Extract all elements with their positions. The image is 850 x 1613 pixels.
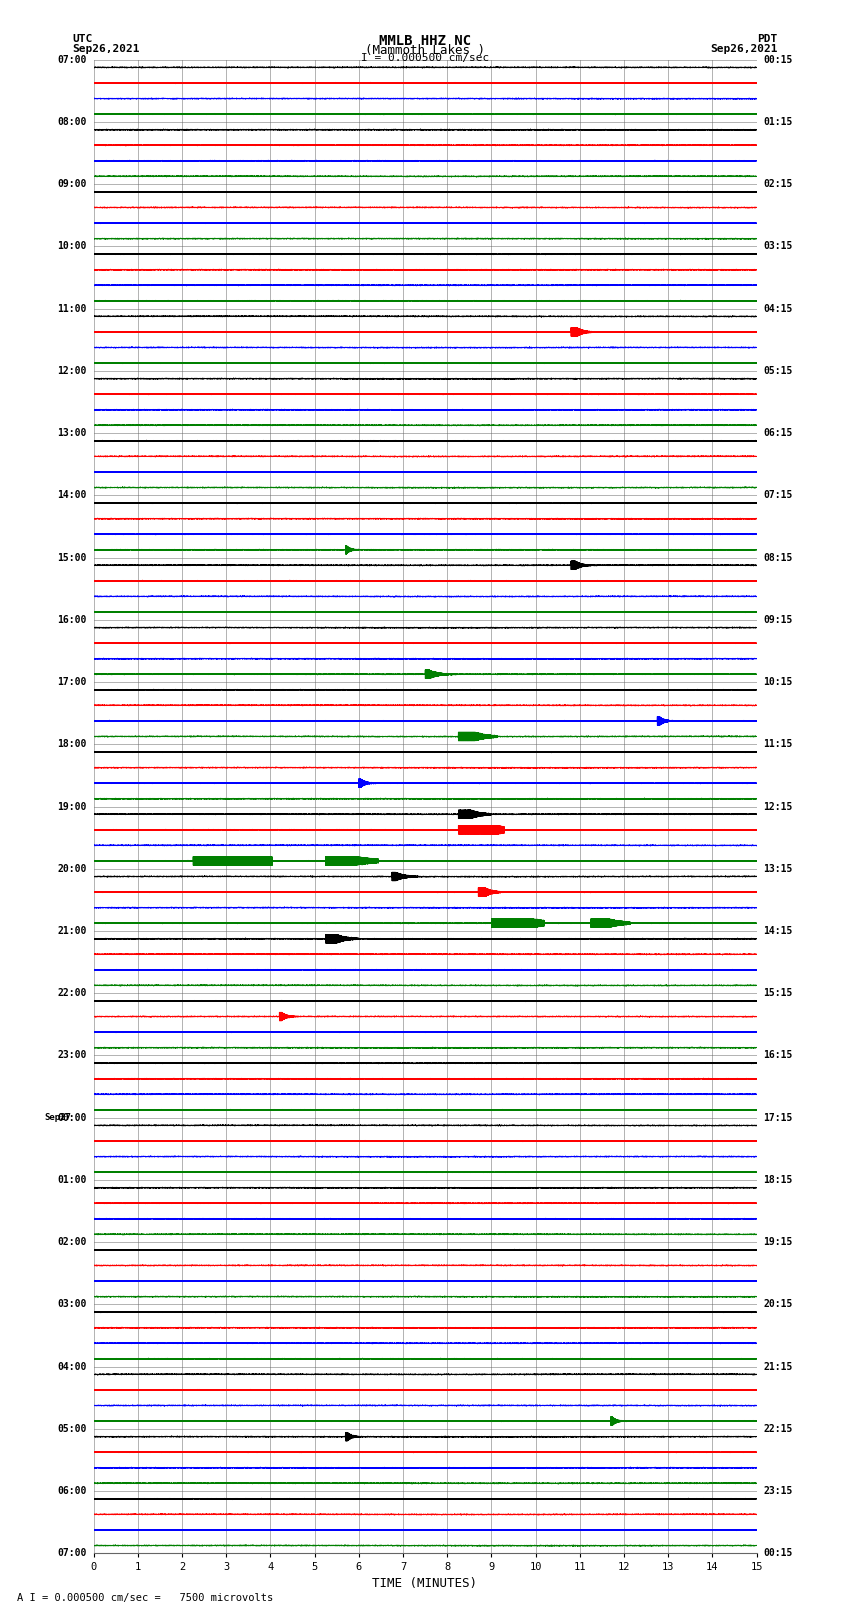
Text: I = 0.000500 cm/sec: I = 0.000500 cm/sec <box>361 53 489 63</box>
Text: 01:15: 01:15 <box>763 116 792 127</box>
Text: 06:00: 06:00 <box>58 1486 87 1497</box>
Text: 07:00: 07:00 <box>58 55 87 65</box>
Text: 16:00: 16:00 <box>58 615 87 624</box>
Text: 18:00: 18:00 <box>58 739 87 750</box>
Text: 02:15: 02:15 <box>763 179 792 189</box>
Text: 19:15: 19:15 <box>763 1237 792 1247</box>
Text: 13:15: 13:15 <box>763 863 792 874</box>
Text: 07:15: 07:15 <box>763 490 792 500</box>
Text: 22:15: 22:15 <box>763 1424 792 1434</box>
Text: 11:00: 11:00 <box>58 303 87 313</box>
Text: 00:15: 00:15 <box>763 55 792 65</box>
Text: 02:00: 02:00 <box>58 1237 87 1247</box>
Text: 13:00: 13:00 <box>58 427 87 439</box>
Text: 20:00: 20:00 <box>58 863 87 874</box>
Text: 12:15: 12:15 <box>763 802 792 811</box>
Text: 17:15: 17:15 <box>763 1113 792 1123</box>
Text: 23:15: 23:15 <box>763 1486 792 1497</box>
Text: 17:00: 17:00 <box>58 677 87 687</box>
Text: Sep26,2021: Sep26,2021 <box>72 44 139 53</box>
Text: 19:00: 19:00 <box>58 802 87 811</box>
Text: 14:00: 14:00 <box>58 490 87 500</box>
Text: 00:00: 00:00 <box>58 1113 87 1123</box>
Text: 07:00: 07:00 <box>58 1548 87 1558</box>
Text: 04:00: 04:00 <box>58 1361 87 1371</box>
Text: 09:00: 09:00 <box>58 179 87 189</box>
Text: UTC: UTC <box>72 34 93 44</box>
Text: Sep27: Sep27 <box>44 1113 71 1123</box>
Text: Sep26,2021: Sep26,2021 <box>711 44 778 53</box>
Text: 15:15: 15:15 <box>763 989 792 998</box>
Text: 21:15: 21:15 <box>763 1361 792 1371</box>
Text: MMLB HHZ NC: MMLB HHZ NC <box>379 34 471 48</box>
Text: 04:15: 04:15 <box>763 303 792 313</box>
Text: 22:00: 22:00 <box>58 989 87 998</box>
Text: 00:15: 00:15 <box>763 1548 792 1558</box>
Text: 05:15: 05:15 <box>763 366 792 376</box>
Text: 18:15: 18:15 <box>763 1174 792 1186</box>
Text: 11:15: 11:15 <box>763 739 792 750</box>
Text: 10:00: 10:00 <box>58 242 87 252</box>
Text: 23:00: 23:00 <box>58 1050 87 1060</box>
Text: 15:00: 15:00 <box>58 553 87 563</box>
Text: 03:15: 03:15 <box>763 242 792 252</box>
Text: 08:15: 08:15 <box>763 553 792 563</box>
Text: 16:15: 16:15 <box>763 1050 792 1060</box>
Text: 05:00: 05:00 <box>58 1424 87 1434</box>
Text: (Mammoth Lakes ): (Mammoth Lakes ) <box>365 44 485 56</box>
Text: 20:15: 20:15 <box>763 1300 792 1310</box>
Text: 08:00: 08:00 <box>58 116 87 127</box>
Text: 10:15: 10:15 <box>763 677 792 687</box>
Text: 21:00: 21:00 <box>58 926 87 936</box>
Text: 03:00: 03:00 <box>58 1300 87 1310</box>
Text: 01:00: 01:00 <box>58 1174 87 1186</box>
Text: 09:15: 09:15 <box>763 615 792 624</box>
Text: 14:15: 14:15 <box>763 926 792 936</box>
Text: 12:00: 12:00 <box>58 366 87 376</box>
Text: A I = 0.000500 cm/sec =   7500 microvolts: A I = 0.000500 cm/sec = 7500 microvolts <box>17 1594 273 1603</box>
Text: 06:15: 06:15 <box>763 427 792 439</box>
Text: PDT: PDT <box>757 34 778 44</box>
X-axis label: TIME (MINUTES): TIME (MINUTES) <box>372 1576 478 1589</box>
